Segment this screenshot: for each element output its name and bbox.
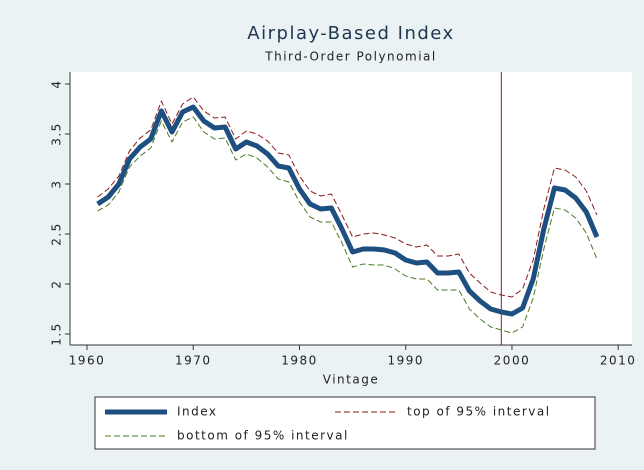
legend-label: top of 95% interval	[407, 405, 551, 419]
x-tick-label: 1970	[175, 354, 212, 368]
chart-title: Airplay-Based Index	[247, 23, 454, 44]
series-line	[97, 116, 598, 334]
legend-label: Index	[177, 405, 218, 419]
series-line	[96, 104, 600, 317]
x-tick-label: 1960	[69, 354, 106, 368]
y-tick-label: 1.5	[50, 322, 64, 346]
y-tick-label: 3	[50, 179, 64, 188]
x-tick-label: 1980	[281, 354, 318, 368]
series-line	[97, 96, 598, 298]
y-tick-label: 4	[50, 79, 64, 88]
x-tick-label: 1990	[387, 354, 424, 368]
x-tick-label: 2010	[600, 354, 637, 368]
y-tick-label: 3.5	[50, 122, 64, 146]
x-axis-label: Vintage	[323, 373, 379, 387]
chart-subtitle: Third-Order Polynomial	[264, 50, 436, 64]
y-tick-label: 2	[50, 279, 64, 288]
legend-label: bottom of 95% interval	[177, 429, 349, 443]
x-tick-label: 2000	[494, 354, 531, 368]
legend	[94, 396, 596, 450]
y-tick-label: 2.5	[50, 222, 64, 246]
